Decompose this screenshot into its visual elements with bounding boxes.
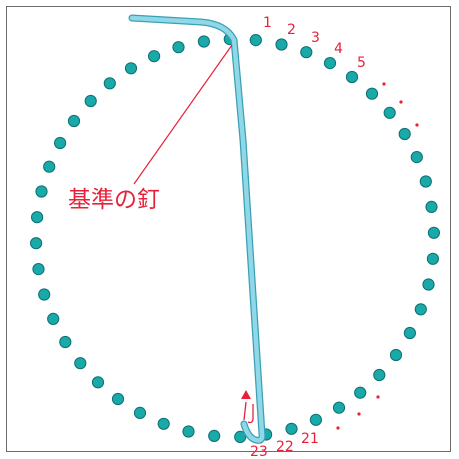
nail [414, 303, 427, 316]
nail-number-5: 5 [357, 55, 366, 71]
nail [309, 413, 322, 426]
nail-number-3: 3 [311, 30, 320, 46]
wrap-direction-curve [243, 401, 254, 424]
nail [148, 50, 161, 63]
string-path [128, 14, 266, 444]
nail [59, 335, 72, 349]
nail [91, 376, 105, 389]
nail [422, 278, 435, 291]
nail [234, 430, 247, 443]
nail [354, 386, 367, 399]
nail [410, 151, 423, 164]
nail [398, 127, 411, 141]
ellipsis-dot [357, 412, 361, 416]
nail-number-21: 21 [301, 431, 319, 447]
nail [285, 422, 298, 435]
nail [300, 46, 313, 59]
direction-arrow [241, 390, 254, 424]
string-fill [129, 15, 265, 443]
nail [249, 34, 262, 47]
nail-number-23: 23 [250, 444, 268, 459]
string-outline [128, 14, 266, 444]
nail [54, 136, 67, 150]
nail [365, 87, 379, 100]
nail [157, 417, 170, 430]
nail-number-1: 1 [263, 15, 272, 31]
nail [84, 94, 97, 108]
nail [43, 160, 56, 173]
nail [426, 252, 439, 265]
ellipsis-dot [382, 82, 386, 86]
nail [419, 175, 432, 188]
nail [332, 401, 346, 414]
nail [323, 57, 337, 70]
nail [345, 70, 359, 84]
nail [403, 326, 416, 340]
nail [47, 312, 60, 325]
nail [133, 406, 147, 419]
ellipsis-dot [376, 395, 380, 399]
nail [32, 263, 45, 276]
nail [67, 114, 81, 128]
nail [29, 237, 43, 250]
nail [373, 368, 386, 382]
nail [103, 77, 116, 90]
ellipsis-dot [336, 426, 340, 430]
arrow-head-icon [241, 390, 251, 399]
reference-nail-leader-line [133, 44, 233, 185]
nail [172, 41, 185, 54]
nail [74, 357, 87, 370]
nail [208, 429, 221, 442]
ellipsis-dot [399, 100, 403, 104]
nail-number-22: 22 [276, 439, 294, 455]
nail [111, 392, 125, 406]
reference-nail-label: 基準の釘 [68, 187, 160, 213]
nail [124, 62, 138, 75]
nail [383, 106, 396, 119]
nail [425, 200, 438, 213]
nail [38, 288, 51, 301]
nail [182, 425, 195, 438]
nail [275, 38, 288, 51]
nail [427, 226, 440, 239]
nail-number-2: 2 [287, 22, 296, 38]
ellipsis-dot [415, 123, 419, 127]
nail [30, 211, 44, 224]
nail-ring [29, 33, 440, 443]
nail [197, 35, 210, 48]
nail [35, 185, 48, 198]
nail [389, 348, 403, 362]
diagram-frame [6, 6, 451, 452]
nail-number-4: 4 [334, 41, 343, 57]
